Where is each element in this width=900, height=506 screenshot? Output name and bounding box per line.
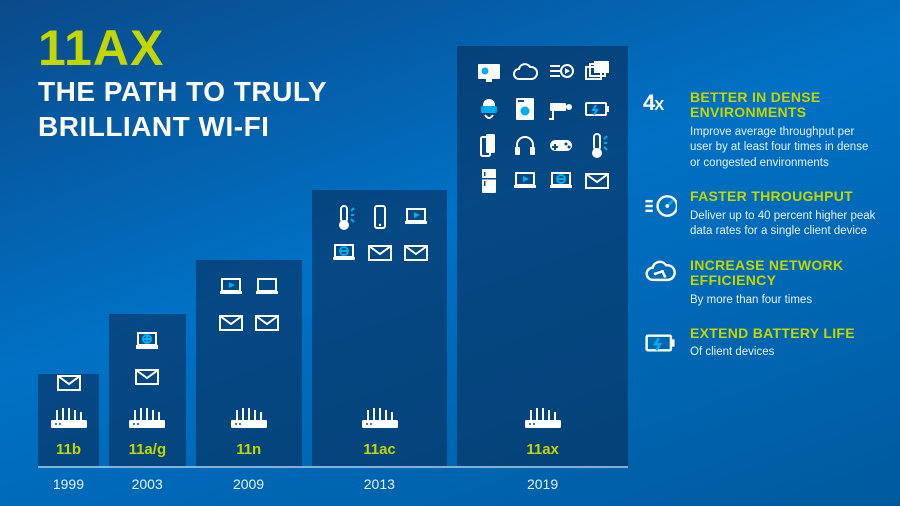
battery-bolt-icon [642,326,678,361]
headphones-icon [510,130,540,160]
chart-bar: 11n [196,260,302,466]
router-icon [47,406,91,435]
chart-bar: 11ax [457,46,628,466]
bar-icons [463,54,622,402]
benefit-desc: Improve average throughput per user by a… [690,125,878,172]
speedometer-icon [642,189,678,239]
laptop-icon [252,272,282,302]
bar-label: 11a/g [129,441,167,458]
menu-play-icon [546,58,576,88]
benefit-item: EXTEND BATTERY LIFE Of client devices [642,326,878,361]
smartphones-stack-icon [474,130,504,160]
thermostat-icon [582,130,612,160]
timeline-chart: 11b 11a/g 11n 11ac 11ax 1999 2003 2009 2013 2019 [38,48,628,492]
screens-stack-icon [582,58,612,88]
year-label: 2013 [312,476,448,492]
chart-bars: 11b 11a/g 11n 11ac 11ax [38,48,628,468]
envelope-icon [252,308,282,338]
benefit-title: EXTEND BATTERY LIFE [690,326,855,341]
envelope-icon [216,308,246,338]
bar-label: 11n [236,441,261,458]
envelope-icon [365,238,395,268]
bar-label: 11b [56,441,81,458]
benefit-title: BETTER IN DENSE ENVIRONMENTS [690,90,878,121]
bar-icons [202,268,296,402]
cloud-icon [510,58,540,88]
chart-bar: 11b [38,374,99,466]
envelope-icon [401,238,431,268]
bar-label: 11ax [526,441,559,458]
year-label: 2009 [196,476,302,492]
battery-bolt-icon [582,94,612,124]
bar-label: 11ac [363,441,396,458]
security-camera-icon [546,94,576,124]
globe-laptop-icon [132,326,162,356]
tv-icon [474,58,504,88]
benefit-item: INCREASE NETWORK EFFICIENCY By more than … [642,258,878,308]
chart-bar: 11a/g [109,314,186,466]
cloud-network-icon [642,258,678,308]
chart-years: 1999 2003 2009 2013 2019 [38,476,628,492]
laptop-globe-icon [329,238,359,268]
laptop-globe-icon [546,166,576,196]
laptop-play-icon [401,202,431,232]
bar-icons [318,198,441,402]
year-label: 2003 [109,476,186,492]
smartphone-icon [365,202,395,232]
router-icon [521,406,565,435]
laptop-play-icon [216,272,246,302]
benefits-list: 4X BETTER IN DENSE ENVIRONMENTS Improve av… [642,90,878,361]
router-icon [125,406,169,435]
four-x-icon: 4X [642,90,678,171]
benefit-desc: Of client devices [690,345,855,361]
year-label: 2019 [457,476,628,492]
thermostat-icon [329,202,359,232]
benefit-item: 4X BETTER IN DENSE ENVIRONMENTS Improve av… [642,90,878,171]
router-icon [227,406,271,435]
year-label: 1999 [38,476,99,492]
refrigerator-icon [474,166,504,196]
game-controller-icon [546,130,576,160]
washing-machine-icon [510,94,540,124]
router-icon [358,406,402,435]
benefit-title: INCREASE NETWORK EFFICIENCY [690,258,878,289]
envelope-icon [132,362,162,392]
benefit-desc: By more than four times [690,293,878,309]
benefit-desc: Deliver up to 40 percent higher peak dat… [690,209,878,240]
chart-bar: 11ac [312,190,447,466]
envelope-icon [582,166,612,196]
vr-headset-icon [474,94,504,124]
bar-icons [44,364,93,402]
benefit-title: FASTER THROUGHPUT [690,189,878,204]
bar-icons [115,322,180,402]
envelope-icon [54,368,84,398]
laptop-play-icon [510,166,540,196]
benefit-item: FASTER THROUGHPUT Deliver up to 40 percen… [642,189,878,239]
